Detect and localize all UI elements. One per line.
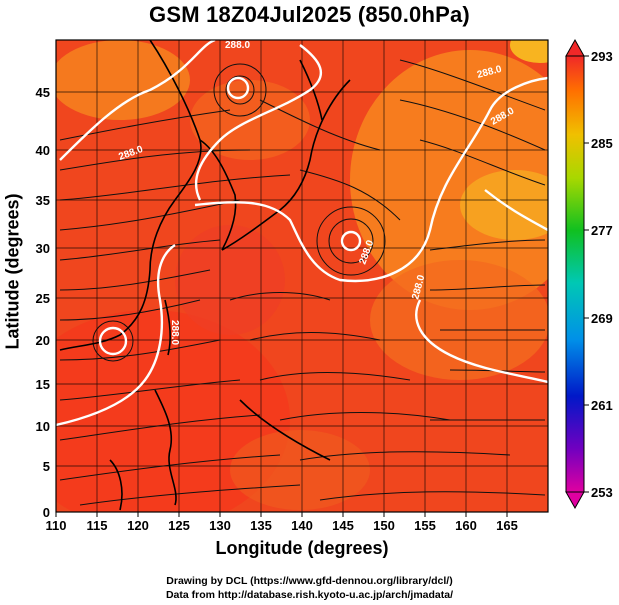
- contour-288: [56, 40, 548, 427]
- x-tick-label: 115: [87, 518, 108, 533]
- y-axis-label: Latitude (degrees): [2, 193, 23, 350]
- x-tick-label: 135: [250, 518, 272, 533]
- x-tick-label: 125: [168, 518, 190, 533]
- credit-drawing: Drawing by DCL (https://www.gfd-dennou.o…: [166, 575, 453, 587]
- y-tick-label: 25: [36, 291, 50, 306]
- x-tick-label: 120: [127, 518, 149, 533]
- y-tick-label: 10: [36, 419, 50, 434]
- colorbar-label: 277: [591, 223, 613, 238]
- colorbar-label: 261: [591, 398, 613, 413]
- y-tick-label: 15: [36, 377, 50, 392]
- y-tick-label: 30: [36, 241, 50, 256]
- y-tick-label: 20: [36, 333, 50, 348]
- x-axis-label: Longitude (degrees): [215, 538, 389, 558]
- colorbar-label: 269: [591, 311, 613, 326]
- credit-data-source: Data from http://database.rish.kyoto-u.a…: [165, 589, 454, 601]
- x-tick-label: 160: [455, 518, 477, 533]
- colorbar-label: 253: [591, 485, 613, 500]
- wind-streamlines: [59, 59, 546, 506]
- y-tick-label: 0: [43, 505, 50, 520]
- colorbar-label: 285: [591, 136, 613, 151]
- axis-ticks: [55, 512, 508, 517]
- x-tick-label: 155: [414, 518, 436, 533]
- y-tick-label: 40: [36, 143, 50, 158]
- x-tick-label: 140: [291, 518, 313, 533]
- y-tick-label: 45: [36, 85, 50, 100]
- x-tick-label: 165: [496, 518, 518, 533]
- x-tick-label: 130: [209, 518, 231, 533]
- x-tick-label: 110: [46, 518, 67, 533]
- x-tick-label: 150: [373, 518, 395, 533]
- contour-label: 288.0: [169, 320, 180, 345]
- x-tick-labels: 110 115 120 125 130 135 140 145 150 155 …: [46, 518, 518, 533]
- colorbar: 293 285 277 269 261 253: [565, 38, 613, 510]
- chart-title: GSM 18Z04Jul2025 (850.0hPa): [149, 2, 470, 27]
- y-tick-label: 5: [43, 459, 50, 474]
- y-tick-label: 35: [36, 193, 50, 208]
- x-tick-label: 145: [332, 518, 354, 533]
- y-tick-labels: 0 5 10 15 20 25 30 35 40 45: [36, 85, 50, 520]
- contour-label: 288.0: [225, 40, 250, 51]
- colorbar-label: 293: [591, 49, 613, 64]
